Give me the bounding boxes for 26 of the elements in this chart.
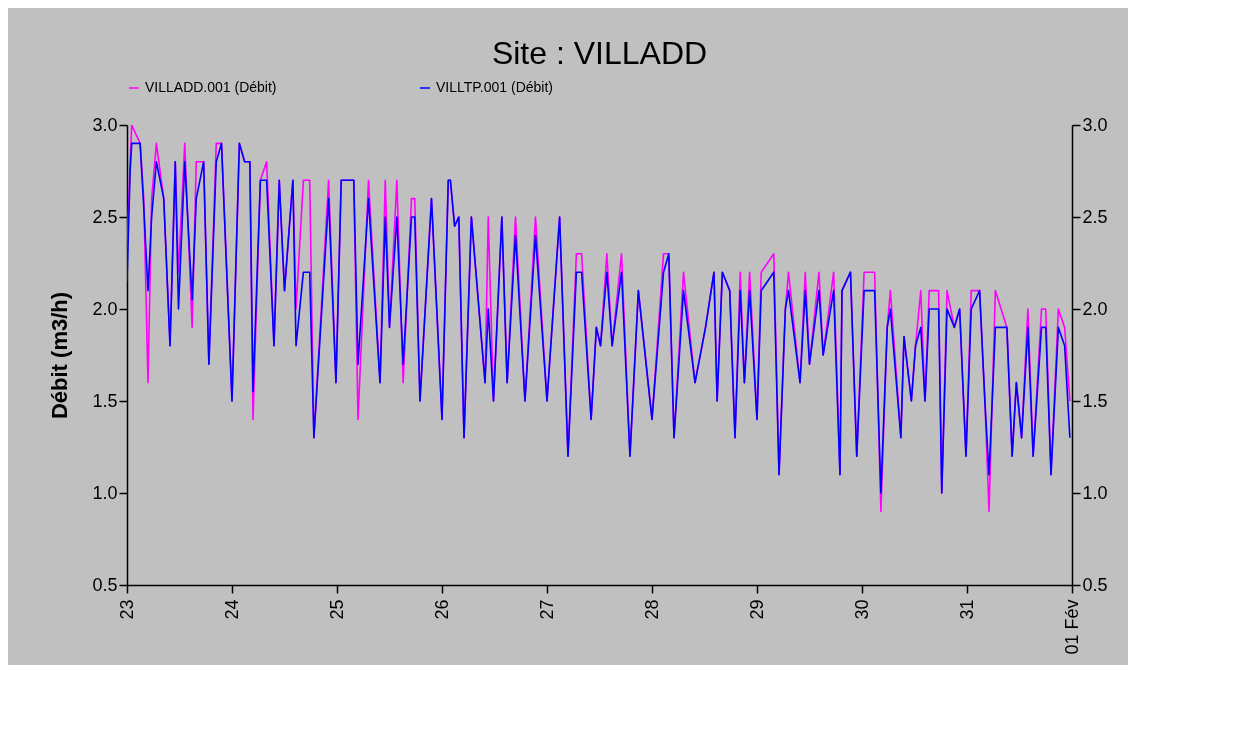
x-tick-label: 29 — [746, 599, 767, 620]
y-tick-label: 2.5 — [92, 206, 118, 227]
y2-tick-label: 1.5 — [1082, 390, 1108, 411]
legend-label: VILLADD.001 (Débit) — [145, 79, 277, 95]
y2-tick-label: 0.5 — [1082, 574, 1108, 595]
y-tick-label: 3.0 — [92, 114, 118, 135]
x-tick-label: 30 — [851, 599, 872, 620]
x-tick-label: 25 — [326, 599, 347, 620]
chart-title: Site : VILLADD — [491, 35, 708, 71]
x-tick-label: 27 — [536, 599, 557, 620]
y2-tick-label: 2.5 — [1082, 206, 1108, 227]
y-tick-label: 0.5 — [92, 574, 118, 595]
x-tick-label: 31 — [956, 599, 977, 620]
y2-tick-label: 1.0 — [1082, 482, 1108, 503]
x-tick-label: 01 Fév — [1061, 599, 1082, 655]
x-tick-label: 26 — [431, 599, 452, 620]
legend-label: VILLTP.001 (Débit) — [436, 79, 553, 95]
x-tick-label: 28 — [641, 599, 662, 620]
y2-tick-label: 2.0 — [1082, 298, 1108, 319]
y-tick-label: 2.0 — [92, 298, 118, 319]
y-axis-title: Débit (m3/h) — [47, 291, 73, 420]
x-tick-label: 24 — [221, 599, 242, 620]
y2-tick-label: 3.0 — [1082, 114, 1108, 135]
y-tick-label: 1.0 — [92, 482, 118, 503]
x-tick-label: 23 — [116, 599, 137, 620]
y-tick-label: 1.5 — [92, 390, 118, 411]
